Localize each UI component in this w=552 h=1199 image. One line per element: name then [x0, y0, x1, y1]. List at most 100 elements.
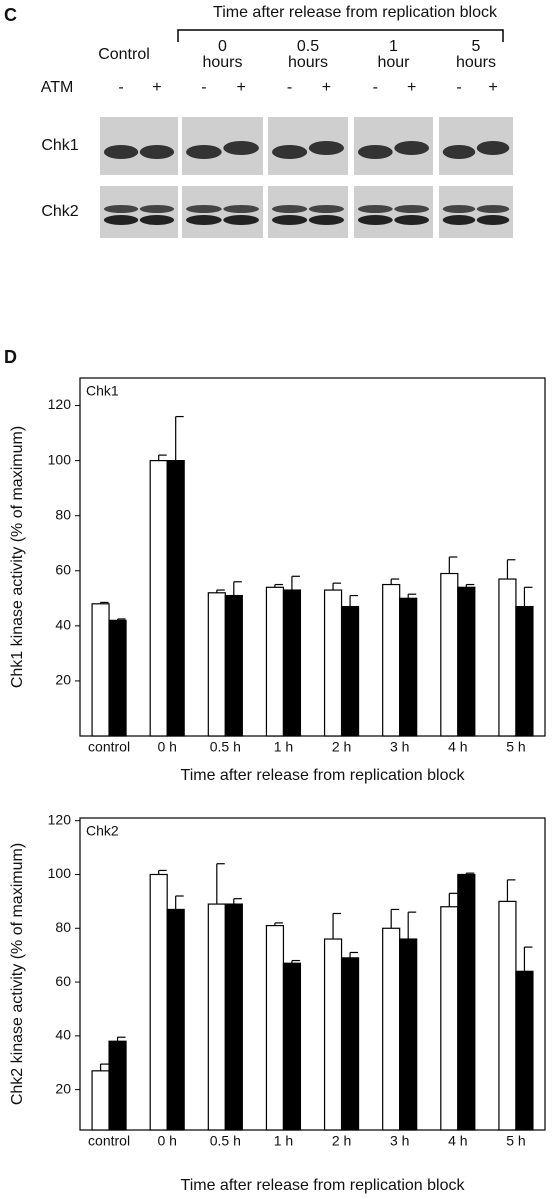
x-tick-label: control — [88, 739, 130, 755]
band — [442, 145, 476, 159]
panel-letter: C — [4, 5, 17, 25]
bar — [515, 970, 534, 1131]
band — [139, 215, 175, 225]
bar — [149, 873, 168, 1131]
annotation: Chk1 — [86, 383, 119, 399]
bar — [382, 583, 401, 737]
group-label: 1 — [389, 38, 398, 55]
bar — [207, 903, 226, 1131]
atm-sign: - — [201, 79, 206, 96]
bar — [382, 927, 401, 1131]
band — [442, 205, 476, 213]
x-tick-label: 0.5 h — [210, 1133, 241, 1149]
band — [139, 205, 175, 213]
plot-frame — [79, 817, 546, 1131]
group-label: 0 — [218, 38, 227, 55]
atm-sign: + — [322, 79, 331, 96]
band — [308, 215, 344, 225]
bar — [282, 589, 302, 737]
bar — [440, 906, 459, 1131]
band — [223, 205, 259, 213]
x-tick-label: 0 h — [157, 1133, 176, 1149]
x-tick-label: 2 h — [332, 1133, 351, 1149]
group-label: 5 — [472, 38, 481, 55]
atm-sign: - — [118, 79, 123, 96]
y-tick-label: 20 — [55, 672, 71, 688]
atm-sign: - — [456, 79, 461, 96]
band — [442, 215, 476, 225]
x-tick-label: 4 h — [448, 1133, 467, 1149]
bar — [224, 903, 243, 1131]
band — [186, 205, 222, 213]
atm-sign: - — [373, 79, 378, 96]
bar — [457, 586, 476, 737]
y-tick-label: 60 — [55, 561, 71, 577]
band — [103, 205, 139, 213]
y-tick-label: 100 — [48, 865, 72, 881]
band — [357, 145, 393, 159]
bar — [323, 589, 343, 737]
band — [476, 141, 510, 155]
group-label: hours — [288, 54, 328, 71]
band — [394, 205, 430, 213]
y-tick-label: 40 — [55, 617, 71, 633]
x-tick-label: control — [88, 1133, 130, 1149]
group-label: Control — [98, 46, 150, 63]
band — [103, 145, 139, 159]
y-tick-label: 40 — [55, 1027, 71, 1043]
bar — [166, 460, 185, 737]
atm-sign: + — [236, 79, 245, 96]
bar — [166, 908, 185, 1131]
y-tick-label: 20 — [55, 1080, 71, 1096]
plot-frame — [79, 377, 546, 737]
bar — [91, 603, 110, 737]
band — [357, 215, 393, 225]
bar — [399, 597, 418, 737]
group-label: hours — [456, 54, 496, 71]
blot-label: Chk1 — [41, 137, 78, 154]
bar — [498, 900, 517, 1131]
atm-sign: + — [488, 79, 497, 96]
atm-sign: + — [152, 79, 161, 96]
bar — [457, 873, 476, 1131]
y-tick-label: 120 — [48, 396, 72, 412]
band — [223, 141, 259, 155]
row-label: ATM — [41, 79, 74, 96]
band — [394, 215, 430, 225]
bar — [498, 578, 517, 737]
band — [272, 205, 308, 213]
panel-letter: D — [4, 347, 17, 367]
band — [476, 215, 510, 225]
band — [308, 205, 344, 213]
x-tick-label: 5 h — [506, 1133, 525, 1149]
band — [186, 215, 222, 225]
bar — [282, 962, 302, 1131]
y-tick-label: 80 — [55, 919, 71, 935]
band — [476, 205, 510, 213]
x-tick-label: 4 h — [448, 739, 467, 755]
bar — [399, 938, 418, 1131]
bracket — [177, 29, 504, 42]
panel-title: Time after release from replication bloc… — [213, 4, 498, 21]
band — [139, 145, 175, 159]
bar — [224, 594, 243, 737]
band — [272, 215, 308, 225]
bar — [323, 938, 343, 1131]
band — [186, 145, 222, 159]
bar — [515, 605, 534, 737]
group-label: hours — [202, 54, 242, 71]
band — [272, 145, 308, 159]
bar — [265, 924, 285, 1131]
bar — [207, 592, 226, 737]
x-tick-label: 3 h — [390, 1133, 409, 1149]
bar — [265, 586, 285, 737]
blot-label: Chk2 — [41, 203, 78, 220]
x-tick-label: 2 h — [332, 739, 351, 755]
band — [308, 141, 344, 155]
x-tick-label: 5 h — [506, 739, 525, 755]
group-label: hour — [377, 54, 410, 71]
atm-sign: - — [287, 79, 292, 96]
x-axis-label: Time after release from replication bloc… — [181, 1177, 466, 1194]
